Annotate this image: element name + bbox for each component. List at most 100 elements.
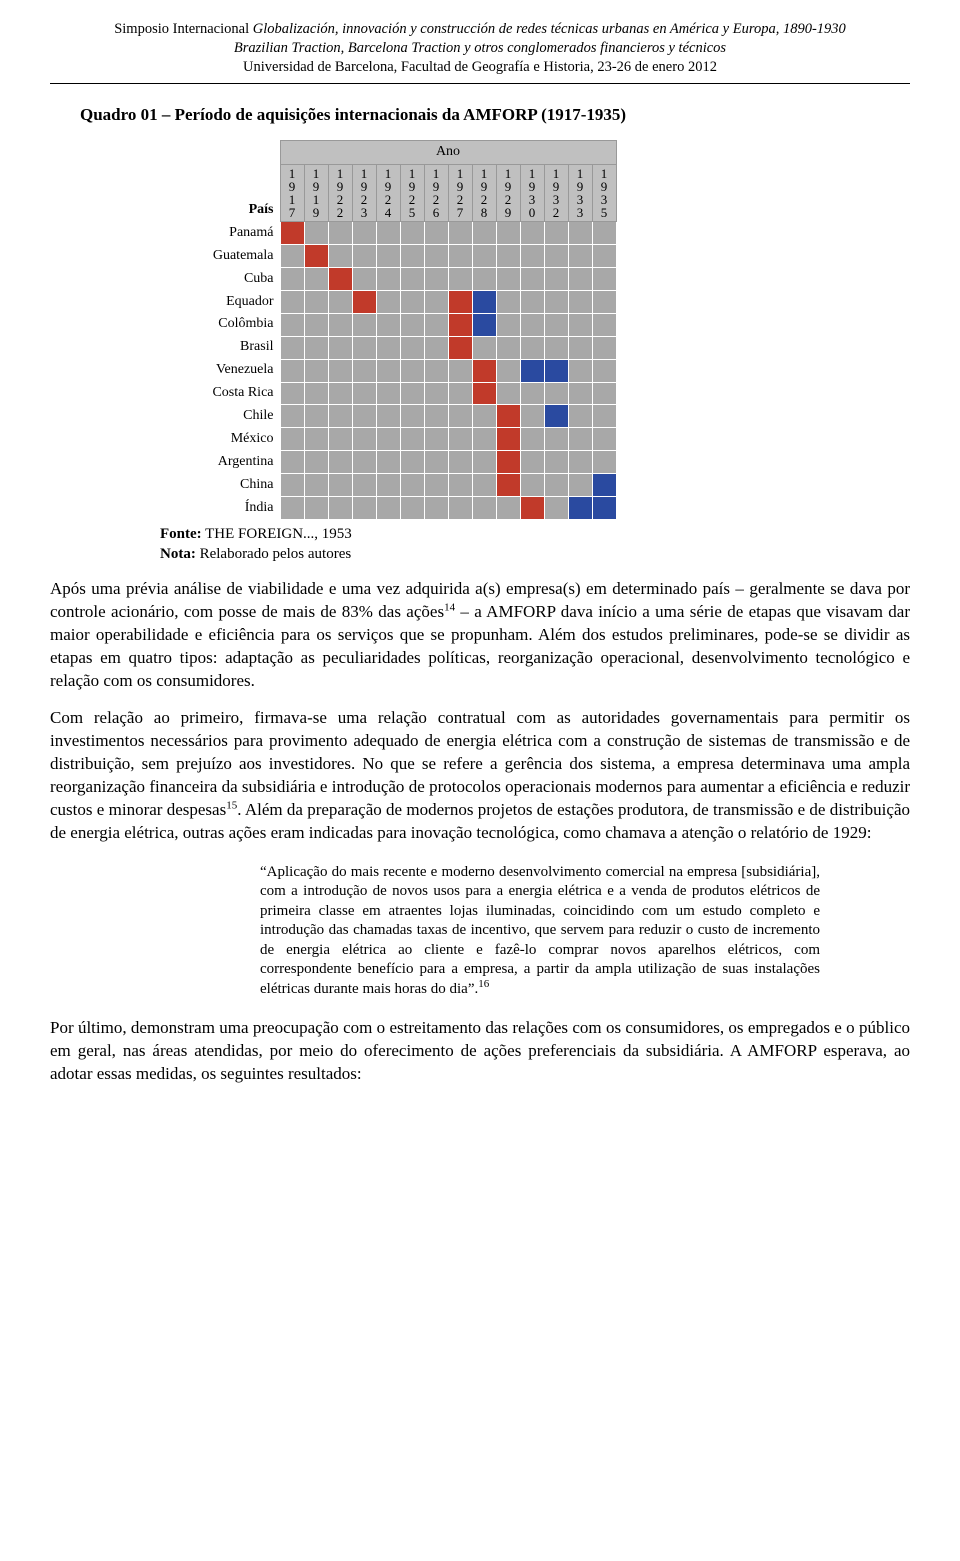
grid-cell [544,451,568,474]
grid-cell [304,245,328,268]
grid-cell [568,428,592,451]
grid-cell [352,474,376,497]
grid-cell [376,451,400,474]
country-row: Colômbia [160,313,616,336]
grid-cell [376,291,400,314]
grid-cell [568,382,592,405]
header-rest: Globalización, innovación y construcción… [253,21,846,37]
grid-cell [568,245,592,268]
grid-cell [304,268,328,291]
grid-cell [568,359,592,382]
grid-cell [568,451,592,474]
country-row: Venezuela [160,359,616,382]
grid-cell [592,291,616,314]
country-row: Guatemala [160,245,616,268]
country-row: Argentina [160,451,616,474]
country-row: Costa Rica [160,382,616,405]
grid-cell [352,222,376,245]
grid-cell [328,359,352,382]
header-lead: Simposio Internacional [114,21,249,37]
year-header-cell: 1926 [424,165,448,222]
grid-cell [376,313,400,336]
grid-cell [592,474,616,497]
grid-cell [328,428,352,451]
grid-cell [424,245,448,268]
grid-cell [424,428,448,451]
country-row: México [160,428,616,451]
grid-cell [352,291,376,314]
grid-cell [496,291,520,314]
body-paragraph-3: Por último, demonstram uma preocupação c… [50,1017,910,1086]
grid-cell [280,382,304,405]
grid-cell [424,474,448,497]
grid-cell [328,405,352,428]
grid-cell [280,428,304,451]
grid-cell [304,291,328,314]
grid-cell [448,359,472,382]
grid-cell [472,451,496,474]
grid-cell [472,222,496,245]
grid-cell [400,359,424,382]
year-header-cell: 1932 [544,165,568,222]
grid-cell [352,313,376,336]
grid-cell [544,428,568,451]
grid-cell [400,451,424,474]
grid-cell [352,405,376,428]
grid-cell [496,428,520,451]
grid-cell [520,268,544,291]
grid-cell [544,382,568,405]
grid-cell [424,405,448,428]
grid-cell [328,222,352,245]
grid-cell [496,474,520,497]
grid-cell [544,268,568,291]
year-header-cell: 1933 [568,165,592,222]
grid-cell [544,336,568,359]
grid-cell [496,268,520,291]
grid-cell [592,382,616,405]
country-row: Equador [160,291,616,314]
grid-cell [400,245,424,268]
grid-cell [448,405,472,428]
grid-cell [400,336,424,359]
grid-cell [592,245,616,268]
footnote-ref-14: 14 [444,602,455,614]
grid-cell [520,359,544,382]
grid-cell [328,451,352,474]
grid-cell [448,336,472,359]
grid-cell [280,222,304,245]
grid-cell [400,474,424,497]
header-line-2: Brazilian Traction, Barcelona Traction y… [50,39,910,58]
grid-cell [568,222,592,245]
grid-cell [400,405,424,428]
grid-cell [496,222,520,245]
grid-cell [496,451,520,474]
grid-cell [544,291,568,314]
pais-column-header: País [160,165,280,222]
quadro-fonte: Fonte: THE FOREIGN..., 1953 Nota: Relabo… [160,524,910,565]
grid-cell [328,291,352,314]
country-label: Equador [160,291,280,314]
year-header-cell: 1929 [496,165,520,222]
grid-cell [496,336,520,359]
grid-cell [496,245,520,268]
grid-cell [400,222,424,245]
quadro-table-wrap: Ano País 1917191919221923192419251926192… [160,140,910,519]
grid-cell [400,382,424,405]
grid-cell [448,222,472,245]
grid-cell [304,359,328,382]
grid-cell [280,245,304,268]
grid-cell [520,382,544,405]
grid-cell [424,268,448,291]
grid-cell [424,382,448,405]
grid-cell [352,497,376,520]
quadro-title: Quadro 01 – Período de aquisições intern… [80,104,910,127]
grid-cell [448,474,472,497]
country-label: China [160,474,280,497]
grid-cell [376,405,400,428]
grid-cell [496,497,520,520]
grid-cell [448,497,472,520]
grid-cell [568,268,592,291]
grid-cell [352,336,376,359]
body-paragraph-2: Com relação ao primeiro, firmava-se uma … [50,707,910,845]
country-label: Panamá [160,222,280,245]
